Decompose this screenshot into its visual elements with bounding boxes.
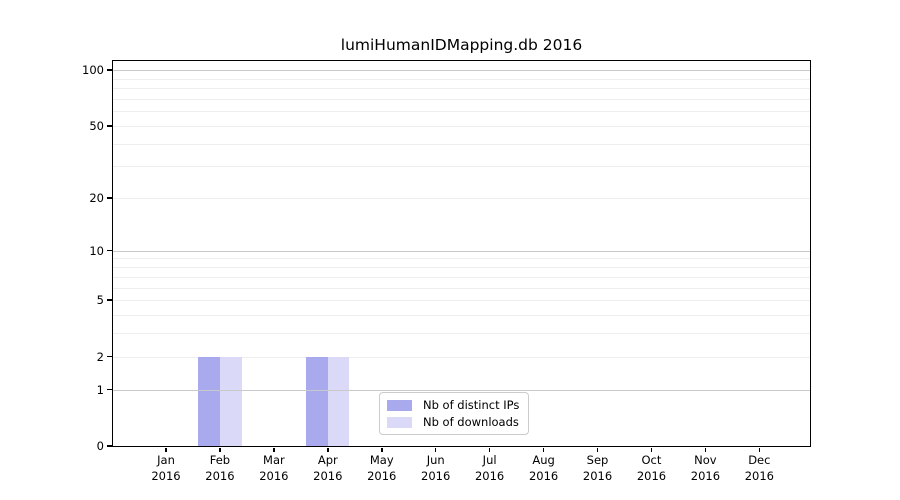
x-tick <box>381 447 383 452</box>
y-grid-minor <box>113 125 810 127</box>
y-grid-minor <box>113 166 810 168</box>
y-tick <box>107 125 112 127</box>
y-grid-minor <box>113 276 810 278</box>
x-tick <box>596 447 599 452</box>
x-tick-label-sep: Sep 2016 <box>582 453 613 483</box>
y-grid-minor <box>113 88 810 90</box>
y-grid-minor <box>113 198 810 200</box>
y-grid-minor <box>113 287 810 289</box>
legend-item-distinct-ips: Nb of distinct IPs <box>387 398 519 412</box>
legend: Nb of distinct IPs Nb of downloads <box>379 392 530 435</box>
x-tick <box>273 447 275 452</box>
x-tick-label-apr: Apr 2016 <box>313 453 343 483</box>
x-tick <box>650 447 653 452</box>
bar-nb-of-downloads-feb <box>219 356 242 446</box>
x-tick-label-mar: Mar 2016 <box>259 453 289 483</box>
x-tick-label-feb: Feb 2016 <box>205 453 235 483</box>
y-tick-label: 5 <box>96 293 104 308</box>
legend-swatch-distinct-ips <box>387 399 412 411</box>
y-grid-minor <box>113 333 810 335</box>
bar-nb-of-distinct-ips-feb <box>198 356 220 446</box>
plot-area <box>113 61 810 446</box>
x-tick-label-jun: Jun 2016 <box>421 453 451 483</box>
y-tick <box>107 299 112 301</box>
y-tick <box>107 388 112 391</box>
x-tick-label-dec: Dec 2016 <box>744 453 774 483</box>
y-grid-major <box>113 389 810 391</box>
y-grid-minor <box>113 258 810 260</box>
y-tick <box>107 355 112 358</box>
y-tick-label: 100 <box>82 63 104 78</box>
y-tick <box>107 197 112 199</box>
y-grid-minor <box>113 356 810 358</box>
x-tick <box>434 447 437 452</box>
y-tick <box>107 249 112 252</box>
legend-item-downloads: Nb of downloads <box>387 415 519 429</box>
x-tick <box>165 447 167 452</box>
y-grid-minor <box>113 111 810 113</box>
y-tick-label: 10 <box>89 243 104 258</box>
legend-swatch-downloads <box>387 416 412 428</box>
x-tick-label-jan: Jan 2016 <box>151 453 181 483</box>
legend-label-downloads: Nb of downloads <box>423 415 519 429</box>
y-tick-label: 20 <box>89 191 104 206</box>
y-tick-label: 2 <box>96 349 104 364</box>
bar-nb-of-downloads-apr <box>327 356 350 446</box>
x-tick-label-may: May 2016 <box>367 453 397 483</box>
y-grid-minor <box>113 300 810 302</box>
x-tick-label-jul: Jul 2016 <box>474 453 505 483</box>
y-grid-major <box>113 70 810 72</box>
y-tick <box>107 69 112 71</box>
x-tick <box>327 447 329 452</box>
y-tick-label: 0 <box>96 439 104 453</box>
y-grid-minor <box>113 98 810 100</box>
x-tick <box>758 447 761 452</box>
y-grid-minor <box>113 314 810 316</box>
x-tick <box>704 447 707 452</box>
y-grid-major <box>113 250 810 252</box>
x-tick-label-aug: Aug 2016 <box>528 453 559 483</box>
bar-nb-of-distinct-ips-apr <box>306 356 328 446</box>
legend-label-distinct-ips: Nb of distinct IPs <box>423 398 520 412</box>
x-tick-label-nov: Nov 2016 <box>690 453 721 483</box>
y-tick-label: 1 <box>96 382 104 397</box>
chart-title: lumiHumanIDMapping.db 2016 <box>340 36 583 54</box>
y-grid-minor <box>113 143 810 145</box>
x-tick-label-oct: Oct 2016 <box>636 453 667 483</box>
x-tick <box>488 447 491 452</box>
y-grid-minor <box>113 78 810 80</box>
x-tick <box>219 447 221 452</box>
y-tick-label: 50 <box>89 118 104 133</box>
y-tick <box>107 445 112 447</box>
y-grid-minor <box>113 267 810 269</box>
plot-border <box>111 59 811 447</box>
x-tick <box>542 447 545 452</box>
